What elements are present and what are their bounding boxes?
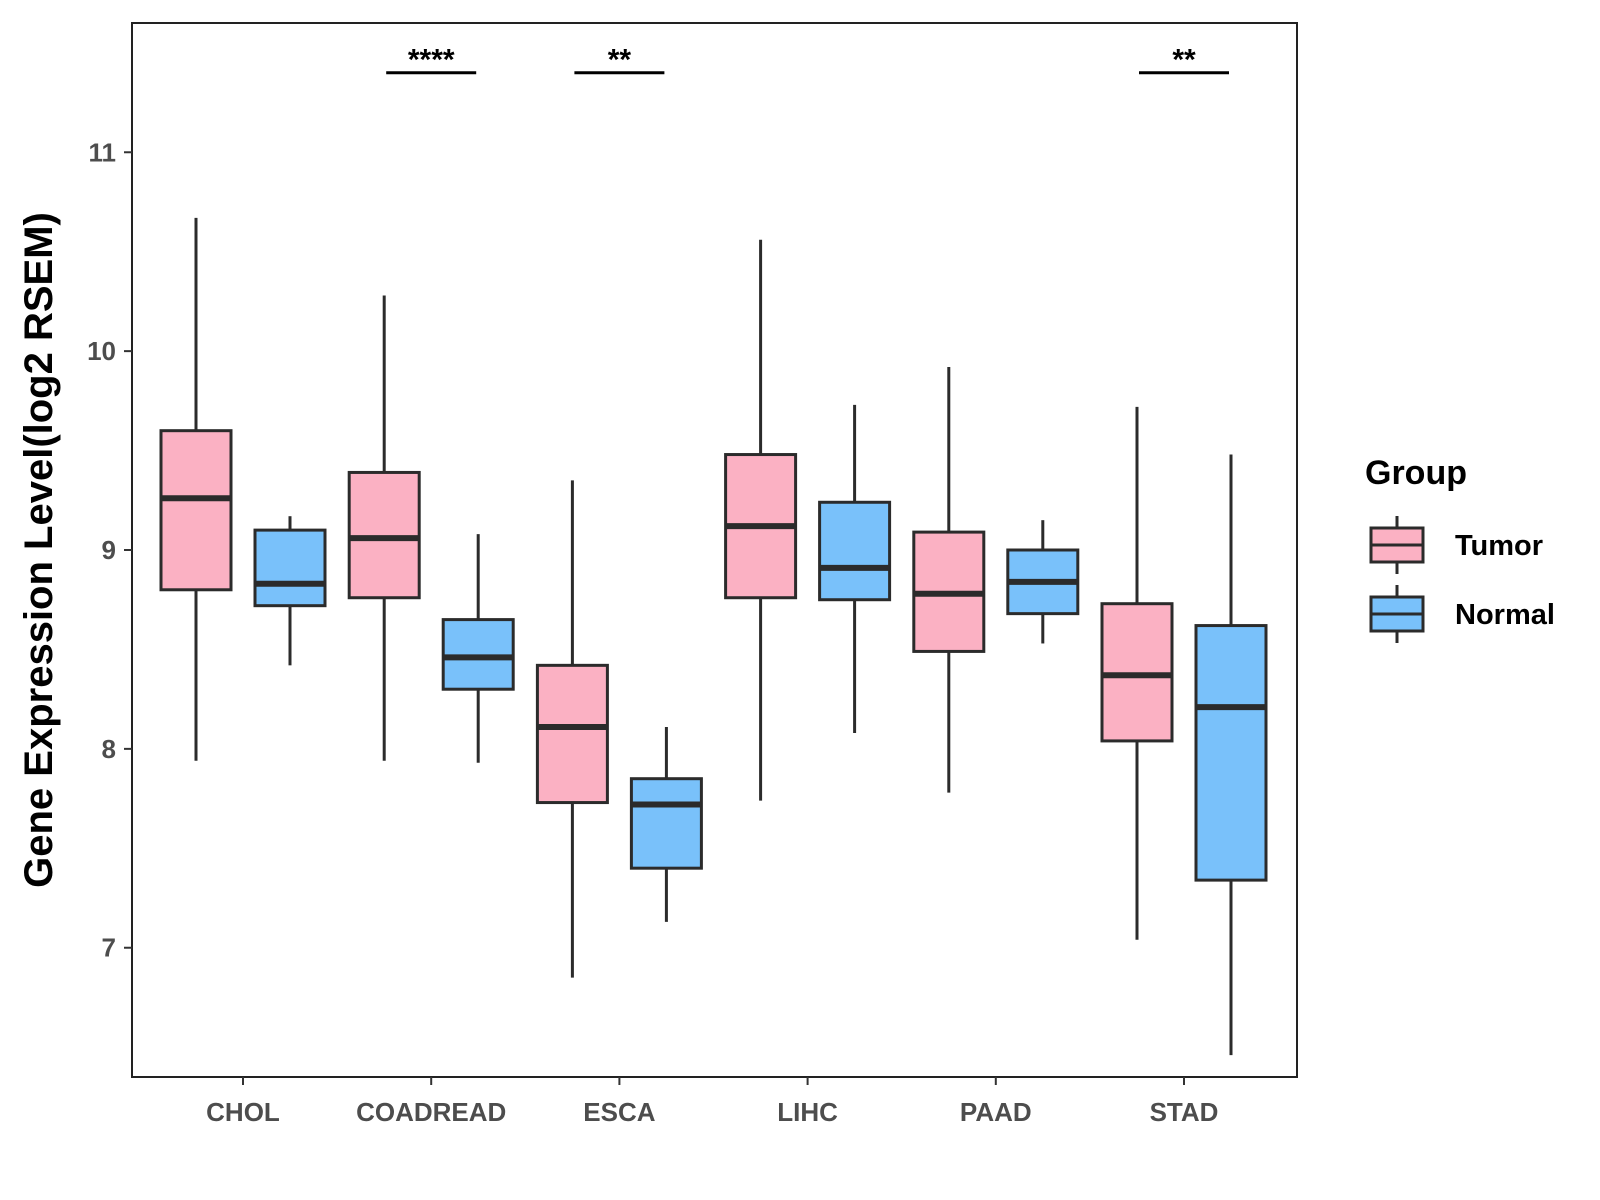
x-tick-label-esca: ESCA [583, 1097, 655, 1127]
box-chol-normal [253, 516, 327, 666]
box-body-chol-tumor [159, 429, 233, 592]
box-stad-tumor [1100, 406, 1174, 940]
box-chol-tumor [159, 217, 233, 761]
legend-key-normal [1369, 585, 1425, 643]
x-tick-label-stad: STAD [1150, 1097, 1219, 1127]
y-tick-label-9: 9 [102, 535, 116, 565]
significance-label-stad: ** [1172, 44, 1196, 77]
y-tick-label-11: 11 [89, 137, 117, 167]
y-tick-label-8: 8 [102, 734, 116, 764]
box-body-chol-normal [253, 528, 327, 608]
box-stad-normal [1194, 454, 1268, 1056]
y-tick-label-10: 10 [87, 336, 116, 366]
box-esca-tumor [535, 480, 609, 978]
box-lihc-tumor [724, 239, 798, 801]
box-esca-normal [629, 726, 703, 922]
box-body-lihc-normal [818, 500, 892, 602]
legend-label-normal: Normal [1455, 599, 1555, 631]
legend-items: Tumor Normal [1369, 516, 1555, 643]
y-axis: 7 8 9 10 11 [87, 137, 132, 963]
significance-label-esca: ** [608, 44, 632, 77]
box-body-esca-normal [629, 777, 703, 870]
box-coadread-normal [441, 534, 515, 763]
box-coadread-tumor [347, 295, 421, 761]
legend-key-tumor [1369, 516, 1425, 574]
x-tick-label-paad: PAAD [960, 1097, 1032, 1127]
box-lihc-normal [818, 404, 892, 733]
box-body-esca-tumor [535, 663, 609, 805]
legend-title: Group [1365, 454, 1467, 492]
x-axis: CHOL COADREAD ESCA LIHC PAAD STAD [206, 1077, 1218, 1127]
y-tick-label-7: 7 [102, 933, 116, 963]
y-axis-title: Gene Expression Level(log2 RSEM) [17, 212, 61, 888]
box-body-stad-normal [1194, 624, 1268, 882]
boxes-layer [159, 217, 1268, 1056]
legend: Group Tumor Normal [1365, 454, 1555, 643]
box-paad-tumor [912, 367, 986, 793]
legend-item-normal: Normal [1369, 585, 1555, 643]
x-tick-label-coadread: COADREAD [356, 1097, 506, 1127]
significance-label-coadread: **** [408, 44, 455, 77]
box-paad-normal [1006, 520, 1080, 644]
legend-item-tumor: Tumor [1369, 516, 1543, 574]
x-tick-label-chol: CHOL [206, 1097, 280, 1127]
x-tick-label-lihc: LIHC [777, 1097, 838, 1127]
legend-label-tumor: Tumor [1455, 530, 1543, 562]
significance-layer: **** ** ** [386, 44, 1229, 77]
